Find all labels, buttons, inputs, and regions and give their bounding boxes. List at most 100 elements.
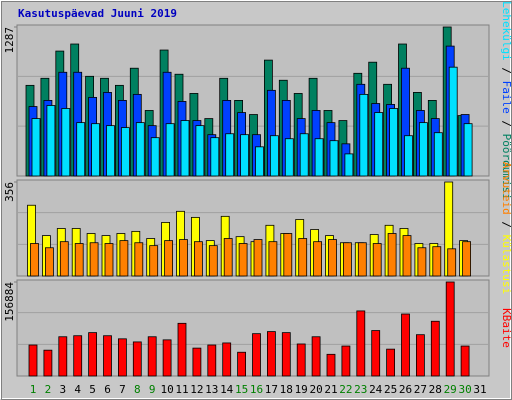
bar: [299, 133, 309, 177]
bar: [135, 122, 145, 177]
bar: [402, 235, 412, 277]
legend: Arvuteid / Külastusi: [500, 162, 512, 294]
bar: [314, 138, 324, 177]
bar: [356, 310, 366, 377]
bar: [284, 138, 294, 177]
bar: [59, 241, 69, 277]
x-tick-label: 29: [444, 383, 457, 396]
bar: [165, 123, 175, 177]
bar: [404, 135, 413, 177]
bar: [223, 238, 233, 277]
legend-entry: Pöördumisi: [500, 134, 512, 200]
bar: [328, 239, 337, 277]
bar: [210, 137, 220, 177]
bar: [179, 239, 188, 277]
bar: [28, 344, 38, 377]
bar: [195, 125, 205, 177]
y-tick-label: 1287: [3, 27, 16, 54]
bar: [283, 233, 293, 277]
bar: [180, 120, 190, 177]
x-tick-label: 19: [295, 383, 308, 396]
x-tick-label: 15: [235, 383, 248, 396]
bar: [447, 248, 457, 277]
legend: Lehekülgi / Faile / Pöördumisi: [500, 1, 512, 200]
bar: [104, 243, 114, 277]
x-tick-label: 10: [160, 383, 173, 396]
bar: [326, 353, 336, 377]
bar: [463, 123, 473, 177]
x-tick-label: 24: [369, 383, 383, 396]
bar: [298, 238, 308, 277]
x-tick-label: 17: [265, 383, 278, 396]
x-tick-label: 30: [458, 383, 471, 396]
x-tick-label: 28: [429, 383, 442, 396]
bar: [61, 108, 71, 177]
x-tick-label: 6: [104, 383, 111, 396]
bar: [253, 239, 263, 277]
bar: [433, 132, 443, 177]
bar: [445, 281, 455, 377]
bar: [30, 243, 39, 277]
legend-separator: /: [500, 215, 512, 235]
bar: [45, 247, 54, 277]
bar: [89, 242, 99, 277]
bar: [266, 331, 276, 377]
bar: [88, 332, 97, 377]
x-tick-label: 12: [190, 383, 203, 396]
bar: [74, 243, 84, 277]
bar: [415, 334, 425, 377]
y-tick-label: 156884: [3, 282, 16, 322]
bar: [255, 146, 264, 177]
bar: [46, 105, 56, 177]
x-tick-label: 5: [89, 383, 96, 396]
bar: [103, 335, 112, 377]
bar: [225, 133, 235, 177]
bar: [121, 127, 130, 177]
bar: [118, 338, 127, 377]
x-tick-label: 7: [119, 383, 126, 396]
x-tick-label: 20: [309, 383, 322, 396]
bar: [341, 345, 351, 377]
legend-entry: KBaite: [500, 308, 512, 348]
bar: [132, 341, 142, 377]
bar: [76, 122, 86, 177]
bar: [296, 343, 306, 377]
bar: [357, 242, 367, 277]
bar: [389, 108, 399, 177]
x-tick-label: 23: [354, 383, 367, 396]
bar: [147, 336, 157, 377]
bar: [238, 243, 248, 277]
bar: [462, 241, 472, 277]
bar: [177, 322, 187, 377]
x-tick-label: 21: [324, 383, 337, 396]
x-tick-label: 3: [59, 383, 66, 396]
x-tick-label: 4: [74, 383, 81, 396]
bar: [311, 336, 321, 377]
x-tick-label: 2: [45, 383, 52, 396]
bar: [164, 240, 174, 277]
x-tick-label: 14: [220, 383, 234, 396]
bar: [374, 112, 384, 177]
x-tick-label: 13: [205, 383, 218, 396]
legend-entry: Arvuteid: [500, 162, 512, 215]
bar: [268, 241, 278, 277]
bar: [344, 153, 354, 177]
bar: [73, 335, 83, 377]
bar: [371, 330, 381, 377]
bar: [432, 246, 442, 277]
bar: [106, 125, 115, 177]
chart-title: Kasutuspäevad Juuni 2019: [18, 7, 177, 20]
bar: [386, 348, 396, 377]
x-tick-label: 26: [399, 383, 412, 396]
x-tick-label: 8: [134, 383, 141, 396]
bar: [119, 240, 129, 277]
legend-separator: /: [500, 61, 512, 81]
x-tick-label: 27: [414, 383, 427, 396]
legend-entry: Faile: [500, 81, 512, 114]
bar: [342, 242, 352, 277]
bar: [281, 332, 291, 377]
x-tick-label: 11: [175, 383, 188, 396]
x-tick-label: 25: [384, 383, 397, 396]
bar: [31, 118, 41, 177]
